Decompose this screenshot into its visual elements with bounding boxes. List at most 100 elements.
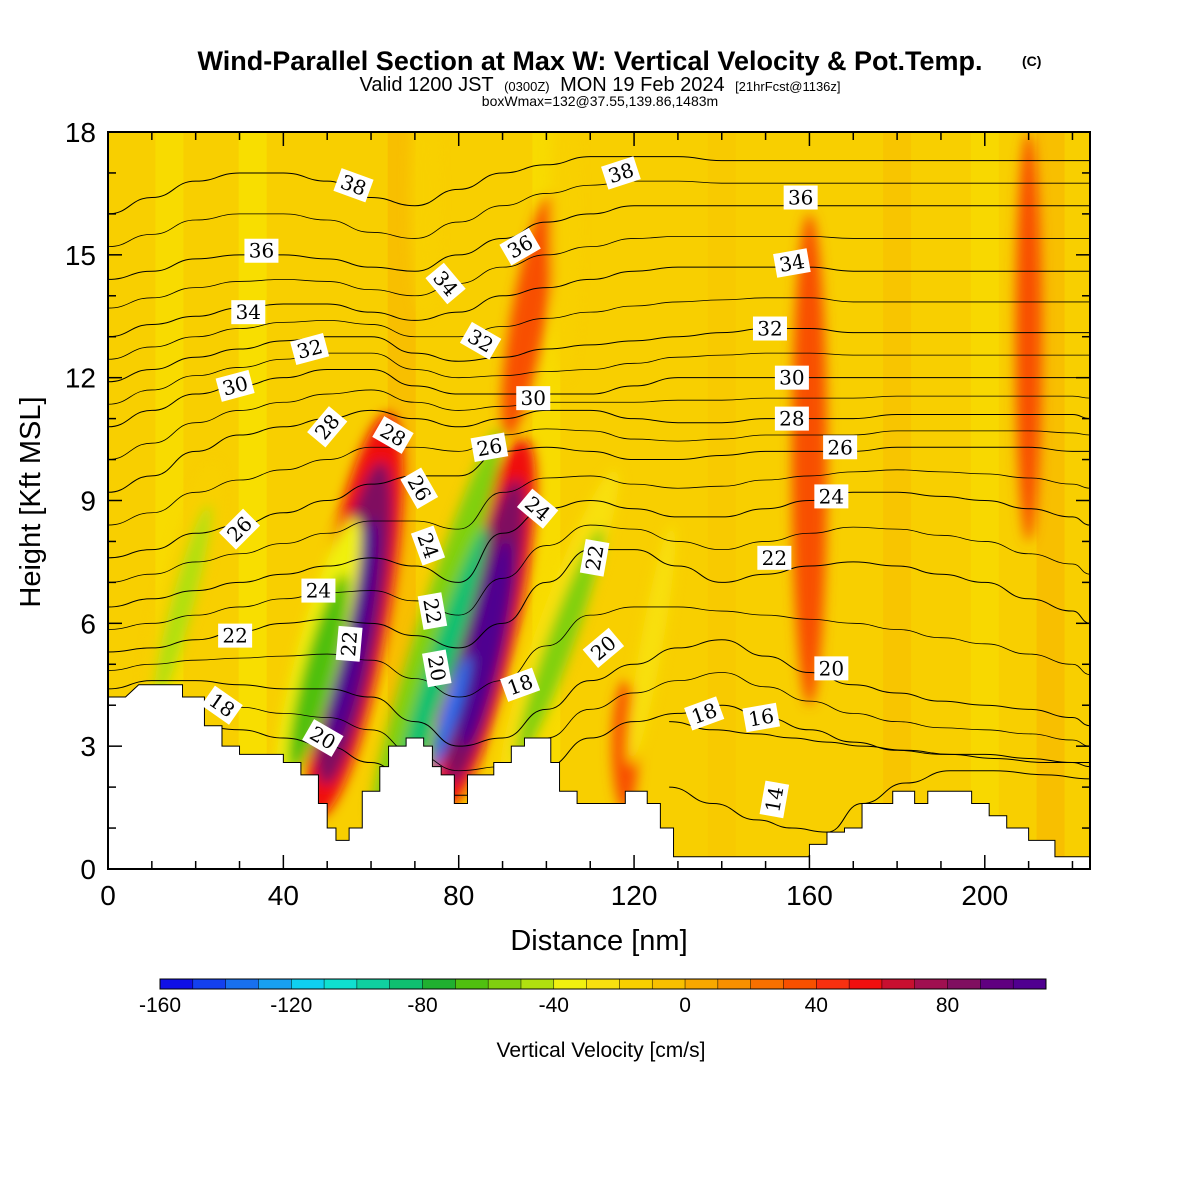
contour-label-text: 24 bbox=[306, 579, 331, 603]
colorbar-swatch bbox=[356, 979, 391, 989]
colorbar-swatch bbox=[849, 979, 883, 989]
contour-label-text: 26 bbox=[475, 433, 504, 461]
contour-label-28: 22 bbox=[218, 623, 253, 648]
contour-label-16: 28 bbox=[774, 406, 809, 431]
contour-label-text: 20 bbox=[423, 654, 451, 683]
contour-label-bg bbox=[752, 316, 787, 341]
colorbar-swatch bbox=[422, 979, 456, 989]
contour-label-3: 36 bbox=[244, 238, 279, 263]
contour-label-text: 16 bbox=[747, 703, 776, 731]
contour-label-text: 32 bbox=[757, 317, 782, 341]
isentrope-26 bbox=[108, 446, 1090, 559]
contour-label-bg bbox=[500, 667, 541, 702]
contour-label-22: 24 bbox=[814, 484, 849, 509]
valid-date: MON 19 Feb 2024 bbox=[560, 74, 725, 96]
x-axis-label: Distance [nm] bbox=[510, 925, 687, 957]
contour-label-text: 24 bbox=[819, 484, 844, 508]
contour-label-12: 30 bbox=[516, 386, 551, 411]
contour-label-17: 26 bbox=[470, 432, 509, 463]
colorbar-swatch bbox=[717, 979, 752, 989]
updraft-band-3 bbox=[1015, 132, 1042, 542]
contour-label-text: 22 bbox=[418, 596, 446, 625]
contour-label-bg bbox=[201, 685, 243, 725]
colorbar-tick-label: 40 bbox=[805, 994, 828, 1017]
contour-label-bg bbox=[333, 168, 374, 203]
isentrope-mid-18 bbox=[108, 672, 1090, 772]
y-tick-label: 0 bbox=[80, 854, 96, 885]
contour-label-13: 30 bbox=[774, 365, 809, 390]
contour-label-bg bbox=[757, 545, 792, 570]
forecast-info: [21hrFcst@1136z] bbox=[735, 79, 840, 94]
colorbar-swatch bbox=[258, 979, 292, 989]
downdraft-band-1 bbox=[410, 132, 437, 317]
contour-label-29: 22 bbox=[335, 625, 363, 662]
contour-label-6: 34 bbox=[773, 248, 811, 278]
colorbar-swatch bbox=[324, 979, 358, 989]
isentrope-30 bbox=[108, 368, 1090, 428]
x-axis: 0 40 80 120 160 200 bbox=[100, 132, 1074, 911]
updraft-band-1 bbox=[501, 195, 557, 438]
contour-label-bg bbox=[425, 262, 466, 305]
contour-label-25: 22 bbox=[579, 538, 610, 577]
contour-label-bg bbox=[814, 656, 849, 681]
colorbar-swatch bbox=[389, 979, 424, 989]
y-tick-label: 18 bbox=[65, 117, 96, 148]
texture-stripe-7 bbox=[1036, 132, 1065, 869]
contour-label-24: 24 bbox=[301, 578, 336, 603]
y-axis-label: Height [Kft MSL] bbox=[15, 396, 47, 607]
colorbar-tick-label: 80 bbox=[936, 994, 959, 1017]
contour-label-37: 16 bbox=[742, 702, 781, 733]
contour-label-34: 18 bbox=[500, 667, 541, 702]
contour-label-bg bbox=[579, 538, 610, 577]
contour-label-text: 20 bbox=[819, 656, 844, 680]
contour-label-text: 14 bbox=[760, 785, 788, 814]
contour-label-31: 20 bbox=[814, 656, 849, 681]
chart-title: Wind-Parallel Section at Max W: Vertical… bbox=[198, 46, 983, 76]
theta-isentropes bbox=[108, 156, 1090, 833]
contour-label-bg bbox=[219, 508, 261, 550]
downdraft-band-9 bbox=[288, 573, 349, 772]
colorbar-tick-label: 0 bbox=[679, 994, 691, 1017]
contour-label-text: 22 bbox=[762, 546, 787, 570]
isentrope-28 bbox=[108, 409, 1090, 493]
colorbar-swatch bbox=[520, 979, 555, 989]
contour-label-26: 22 bbox=[757, 545, 792, 570]
colorbar-swatch bbox=[947, 979, 981, 989]
y-tick-label: 15 bbox=[65, 240, 96, 271]
y-axis: 0 36 9 12 15 18 bbox=[65, 117, 1090, 885]
isentrope-mid-20 bbox=[108, 606, 1090, 698]
colorbar-swatch bbox=[816, 979, 850, 989]
contour-label-8: 32 bbox=[752, 316, 787, 341]
downdraft-band-11 bbox=[429, 654, 471, 772]
contour-label-text: 22 bbox=[222, 624, 247, 648]
contour-label-bg bbox=[372, 416, 414, 454]
valid-time-line: Valid 1200 JST (0300Z) MON 19 Feb 2024 [… bbox=[359, 74, 840, 96]
y-tick-label: 12 bbox=[65, 363, 96, 394]
isentrope-mid-30 bbox=[108, 352, 1090, 405]
isentrope-mid-24 bbox=[108, 469, 1090, 583]
colorbar-swatch bbox=[291, 979, 325, 989]
contour-label-bg bbox=[290, 333, 330, 365]
colorbar-frame bbox=[159, 978, 1047, 990]
y-tick-label: 3 bbox=[80, 731, 96, 762]
contour-label-bg bbox=[773, 248, 811, 278]
contour-label-bg bbox=[301, 578, 336, 603]
valid-prefix: Valid 1200 JST bbox=[359, 74, 493, 96]
contour-label-bg bbox=[516, 488, 559, 529]
colorbar-swatch bbox=[488, 979, 522, 989]
contour-label-32: 20 bbox=[422, 649, 452, 688]
y-tick-label: 9 bbox=[80, 486, 96, 517]
contour-label-bg bbox=[335, 625, 363, 662]
contour-label-text: 26 bbox=[827, 435, 852, 459]
contour-label-bg bbox=[244, 238, 279, 263]
valid-utc: (0300Z) bbox=[504, 79, 550, 94]
terrain-mask bbox=[108, 684, 1090, 869]
isentrope-mid-26 bbox=[108, 428, 1090, 526]
x-tick-label: 160 bbox=[786, 880, 833, 911]
updraft-band-9 bbox=[458, 539, 512, 748]
contour-label-27: 22 bbox=[417, 592, 448, 630]
contour-label-33: 20 bbox=[302, 719, 344, 757]
x-tick-label: 200 bbox=[961, 880, 1008, 911]
